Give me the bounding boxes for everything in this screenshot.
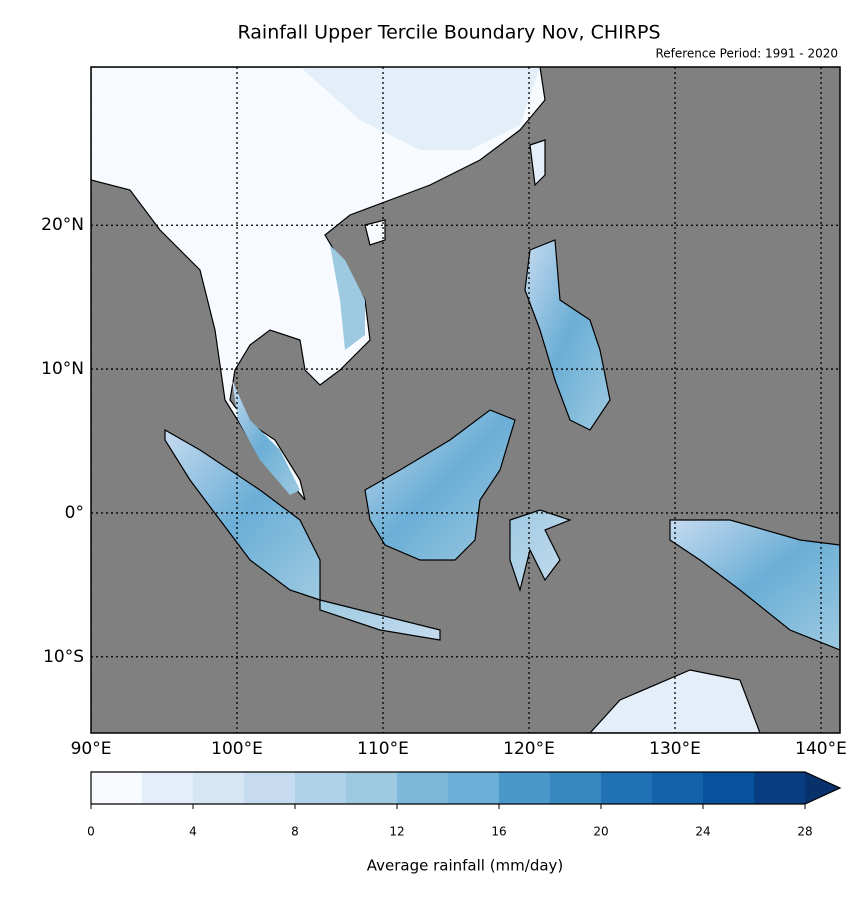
china-patch bbox=[300, 67, 540, 150]
y-tick-label: 10°S bbox=[43, 647, 84, 667]
colorbar-segment bbox=[703, 772, 754, 804]
colorbar-segment bbox=[448, 772, 499, 804]
x-tick-label: 90°E bbox=[71, 739, 112, 759]
colorbar-segment bbox=[295, 772, 346, 804]
colorbar-segment bbox=[142, 772, 193, 804]
colorbar-segment bbox=[244, 772, 295, 804]
gridlines bbox=[91, 67, 840, 733]
x-tick-label: 130°E bbox=[649, 739, 701, 759]
vietnam-patch bbox=[330, 245, 365, 350]
mainland-asia bbox=[91, 67, 546, 501]
taiwan bbox=[529, 139, 546, 187]
x-tick-label: 140°E bbox=[795, 739, 847, 759]
subtitle: Reference Period: 1991 - 2020 bbox=[655, 47, 838, 61]
colorbar-outline bbox=[90, 771, 842, 805]
colorbar-extension bbox=[805, 772, 840, 804]
map-frame bbox=[90, 66, 841, 734]
x-tick-label: 100°E bbox=[211, 739, 263, 759]
colorbar-tick-label: 12 bbox=[389, 825, 404, 839]
sulawesi bbox=[509, 509, 572, 593]
colorbar-tick-label: 16 bbox=[491, 825, 506, 839]
colorbar-segment bbox=[499, 772, 550, 804]
colorbar-segment bbox=[397, 772, 448, 804]
colorbar-tick-label: 8 bbox=[291, 825, 299, 839]
colorbar-tick-label: 0 bbox=[87, 825, 95, 839]
colorbar-segment bbox=[652, 772, 703, 804]
colorbar-segment bbox=[550, 772, 601, 804]
x-tick-label: 110°E bbox=[357, 739, 409, 759]
colorbar-tick-label: 4 bbox=[189, 825, 197, 839]
colorbar-segment bbox=[346, 772, 397, 804]
colorbar-tick-label: 28 bbox=[797, 825, 812, 839]
borneo bbox=[364, 409, 516, 561]
colorbar-segment bbox=[91, 772, 142, 804]
colorbar-label: Average rainfall (mm/day) bbox=[367, 857, 564, 875]
colorbar-segment bbox=[601, 772, 652, 804]
sumatra-malaya bbox=[164, 428, 321, 601]
australia bbox=[589, 669, 761, 733]
new-guinea bbox=[669, 519, 840, 651]
colorbar: 0 4 8 12 16 20 24 28 bbox=[87, 771, 842, 839]
colorbar-segment bbox=[754, 772, 805, 804]
java bbox=[319, 599, 441, 641]
title: Rainfall Upper Tercile Boundary Nov, CHI… bbox=[237, 22, 660, 44]
colorbar-segment bbox=[193, 772, 244, 804]
x-tick-label: 120°E bbox=[503, 739, 555, 759]
map-area bbox=[91, 67, 840, 733]
y-tick-label: 20°N bbox=[41, 215, 84, 235]
hainan bbox=[364, 219, 386, 246]
colorbar-tick-label: 20 bbox=[593, 825, 608, 839]
y-tick-label: 0° bbox=[65, 503, 84, 523]
malay-peninsula-patch bbox=[232, 380, 300, 495]
y-tick-label: 10°N bbox=[41, 359, 84, 379]
philippines bbox=[524, 239, 611, 431]
colorbar-tick-label: 24 bbox=[695, 825, 710, 839]
